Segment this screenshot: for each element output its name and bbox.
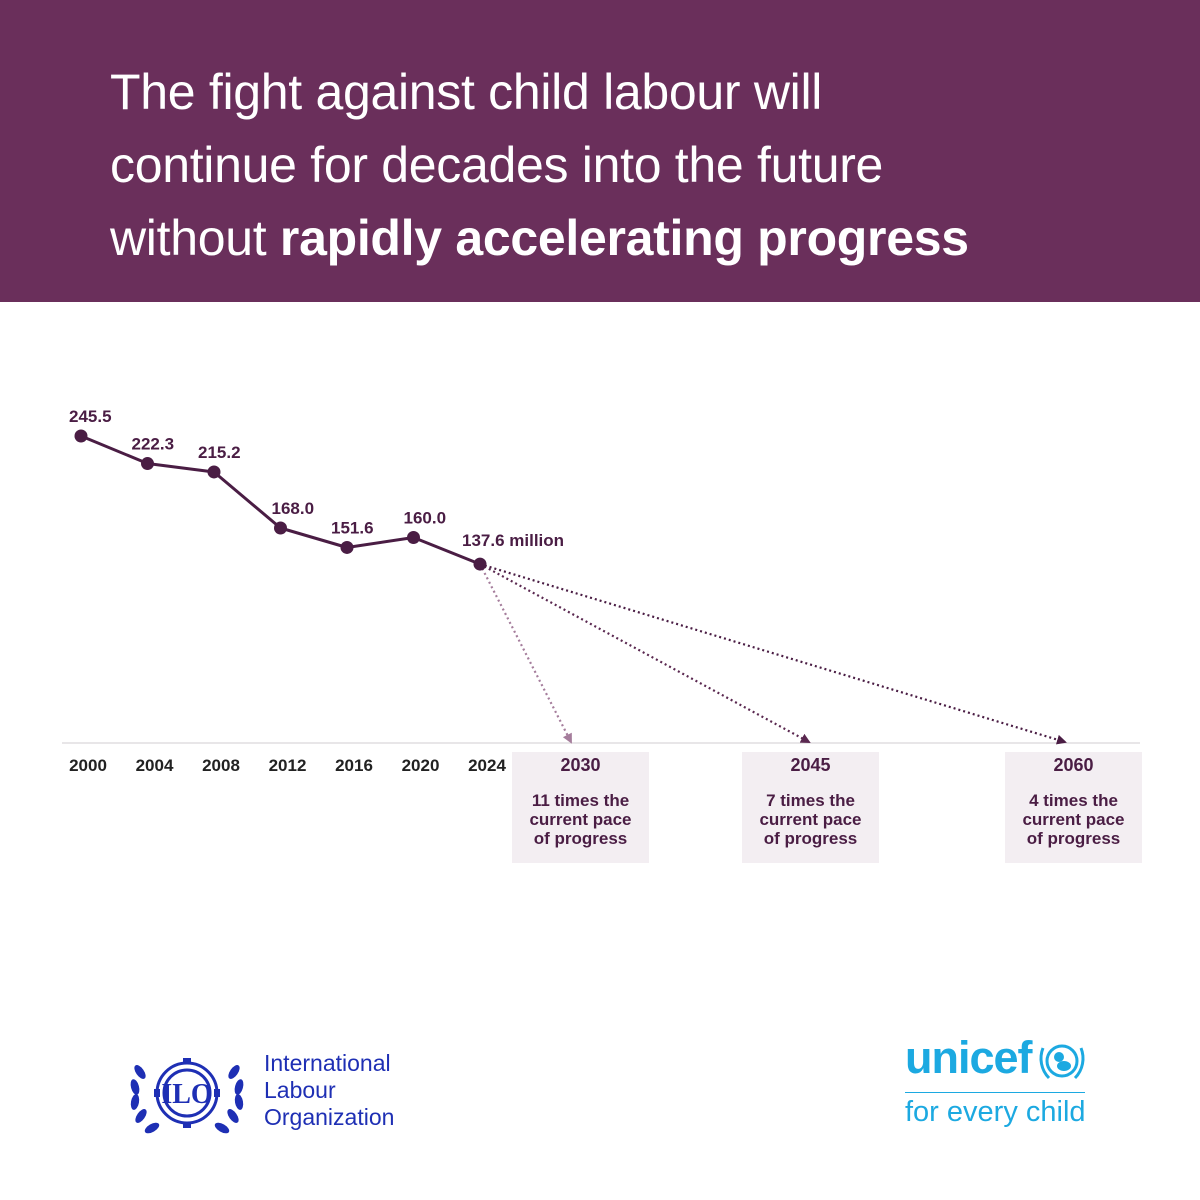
data-label-2024: 137.6 million	[462, 531, 564, 550]
data-point-2020	[407, 530, 420, 544]
projection-text-2030: 11 times the current pace of progress	[512, 791, 649, 848]
unicef-globe-icon	[1039, 1044, 1085, 1080]
ilo-name-line-2: Labour	[264, 1077, 336, 1103]
data-label-2004: 222.3	[132, 435, 175, 454]
projection-arrow-2030	[479, 563, 572, 744]
data-label-2008: 215.2	[198, 443, 241, 462]
data-point-2012	[274, 521, 287, 535]
data-label-2012: 168.0	[272, 499, 315, 518]
unicef-tagline: for every child	[905, 1096, 1086, 1128]
note-2045-line-1: 7 times the	[766, 791, 855, 810]
ilo-name-line-1: International	[264, 1050, 391, 1076]
projection-arrow-2045	[479, 563, 811, 743]
x-tick-2004: 2004	[136, 756, 174, 775]
data-point-2008	[207, 465, 221, 479]
ilo-wordmark: International Labour Organization	[264, 1050, 394, 1131]
x-tick-2008: 2008	[202, 756, 240, 775]
unicef-wordmark: unicef	[905, 1032, 1033, 1083]
data-point-2004	[141, 457, 154, 471]
data-label-2020: 160.0	[404, 508, 447, 527]
ilo-name-line-3: Organization	[264, 1104, 395, 1130]
x-axis-ticks: 2000 2004 2008 2012 2016 2020 2024	[69, 756, 506, 775]
note-2060-line-2: current pace	[1022, 810, 1125, 829]
projection-note-2045: 2045 7 times the current pace of progres…	[742, 752, 879, 863]
note-2030-line-3: of progress	[533, 829, 628, 848]
ilo-emblem-letters: ILO	[161, 1079, 212, 1110]
projection-note-2060: 2060 4 times the current pace of progres…	[1005, 752, 1142, 863]
note-2060-line-1: 4 times the	[1029, 791, 1118, 810]
projection-note-2030: 2030 11 times the current pace of progre…	[512, 752, 649, 863]
data-point-2024	[473, 557, 487, 571]
x-tick-2012: 2012	[269, 756, 307, 775]
title-line-3-normal: without	[110, 210, 280, 266]
note-2030-line-2: current pace	[529, 810, 632, 829]
projection-year-2060: 2060	[1053, 755, 1094, 775]
data-points	[74, 429, 487, 571]
data-point-2016	[340, 540, 354, 554]
title-line-2: continue for decades into the future	[110, 137, 884, 193]
child-labour-line-chart: 245.5 222.3 215.2 168.0 151.6 160.0 137.6 mill…	[62, 407, 1140, 775]
data-label-2016: 151.6	[331, 518, 374, 537]
note-2030-line-1: 11 times the	[531, 791, 630, 810]
ilo-emblem-icon: ILO	[130, 1058, 244, 1134]
note-2045-line-3: of progress	[763, 829, 858, 848]
title-line-1: The fight against child labour will	[110, 64, 823, 120]
data-point-2000	[74, 429, 88, 443]
note-2045-line-2: current pace	[759, 810, 862, 829]
title-line-3-bold: rapidly accelerating progress	[279, 210, 969, 266]
title-line-3: without rapidly accelerating progress	[110, 202, 1160, 275]
data-labels: 245.5 222.3 215.2 168.0 151.6 160.0 137.6 mill…	[69, 407, 564, 550]
unicef-divider	[905, 1092, 1085, 1093]
projection-text-2060: 4 times the current pace of progress	[1005, 791, 1142, 848]
data-label-2000: 245.5	[69, 407, 112, 426]
note-2060-line-3: of progress	[1026, 829, 1121, 848]
projection-year-2045: 2045	[790, 755, 831, 775]
header-banner: The fight against child labour will cont…	[0, 0, 1200, 302]
x-tick-2016: 2016	[335, 756, 373, 775]
x-tick-2000: 2000	[69, 756, 107, 775]
projection-year-2030: 2030	[560, 755, 601, 775]
projection-arrows	[479, 563, 1067, 745]
projection-arrow-2060	[479, 563, 1067, 745]
projection-text-2045: 7 times the current pace of progress	[742, 791, 879, 848]
x-tick-2024: 2024	[468, 756, 506, 775]
page-title: The fight against child labour will cont…	[110, 56, 1160, 275]
x-tick-2020: 2020	[402, 756, 440, 775]
